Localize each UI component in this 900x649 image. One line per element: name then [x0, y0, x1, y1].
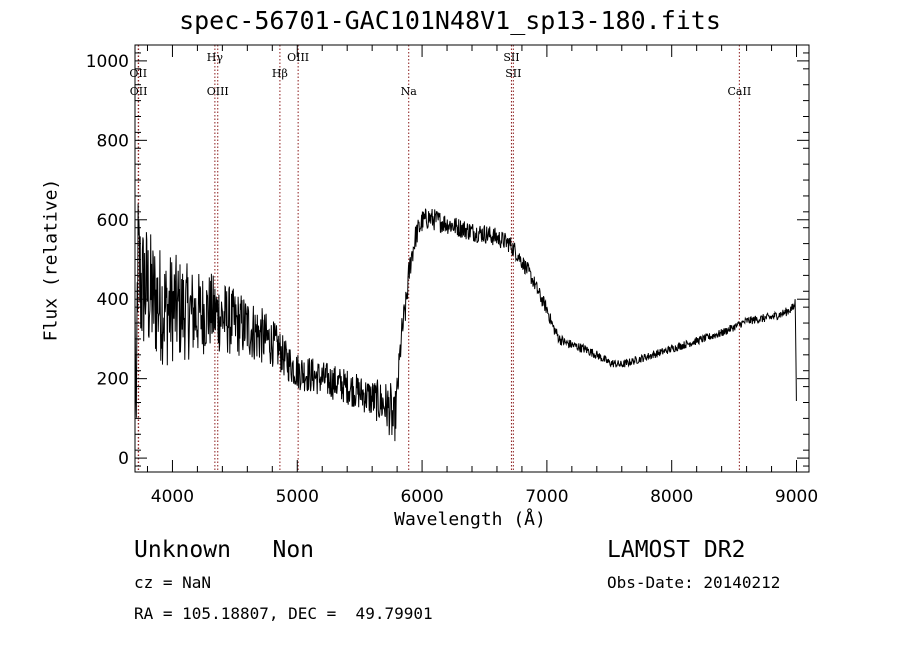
- plot-frame: [134, 44, 810, 473]
- line-markers: [137, 45, 740, 472]
- y-tick-label-0: 0: [118, 449, 129, 469]
- y-axis-label: Flux (relative): [40, 178, 62, 342]
- x-tick-label-1: 5000: [276, 487, 319, 507]
- axis-ticks: [135, 45, 809, 472]
- line-label-3: OIII: [207, 85, 229, 98]
- line-label-1: OII: [130, 85, 148, 98]
- spectrum-line: [134, 203, 797, 442]
- x-tick-label-5: 9000: [775, 487, 818, 507]
- line-label-2: Hγ: [207, 51, 224, 64]
- obs-date-text: Obs-Date: 20140212: [607, 573, 781, 592]
- y-tick-label-3: 600: [97, 211, 129, 231]
- tick-labels: 4000 5000 6000 7000 8000 9000 0 200 400 600 800 100…: [86, 52, 818, 507]
- x-axis-label: Wavelength (Å): [394, 509, 546, 530]
- x-tick-label-2: 6000: [400, 487, 443, 507]
- y-tick-label-4: 800: [97, 131, 129, 151]
- x-tick-label-4: 8000: [650, 487, 693, 507]
- chart-title: spec-56701-GAC101N48V1_sp13-180.fits: [179, 6, 721, 35]
- class-text: Unknown Non: [134, 537, 315, 563]
- line-label-8: SII: [505, 67, 521, 80]
- line-label-6: Na: [401, 85, 418, 98]
- line-label-5: OIII: [287, 51, 309, 64]
- radec-text: RA = 105.18807, DEC = 49.79901: [134, 604, 433, 623]
- y-tick-label-1: 200: [97, 370, 129, 390]
- line-label-0: OII: [129, 67, 147, 80]
- line-label-9: CaII: [728, 85, 752, 98]
- y-tick-label-2: 400: [97, 290, 129, 310]
- x-tick-label-3: 7000: [525, 487, 568, 507]
- line-label-4: Hβ: [272, 67, 288, 80]
- line-labels: OII OII Hγ OIII Hβ OIII Na SII SII CaII: [129, 51, 751, 98]
- redshift-text: cz = NaN: [134, 573, 212, 592]
- line-label-7: SII: [503, 51, 519, 64]
- x-tick-label-0: 4000: [151, 487, 194, 507]
- survey-text: LAMOST DR2: [607, 537, 746, 563]
- y-tick-label-5: 1000: [86, 52, 129, 72]
